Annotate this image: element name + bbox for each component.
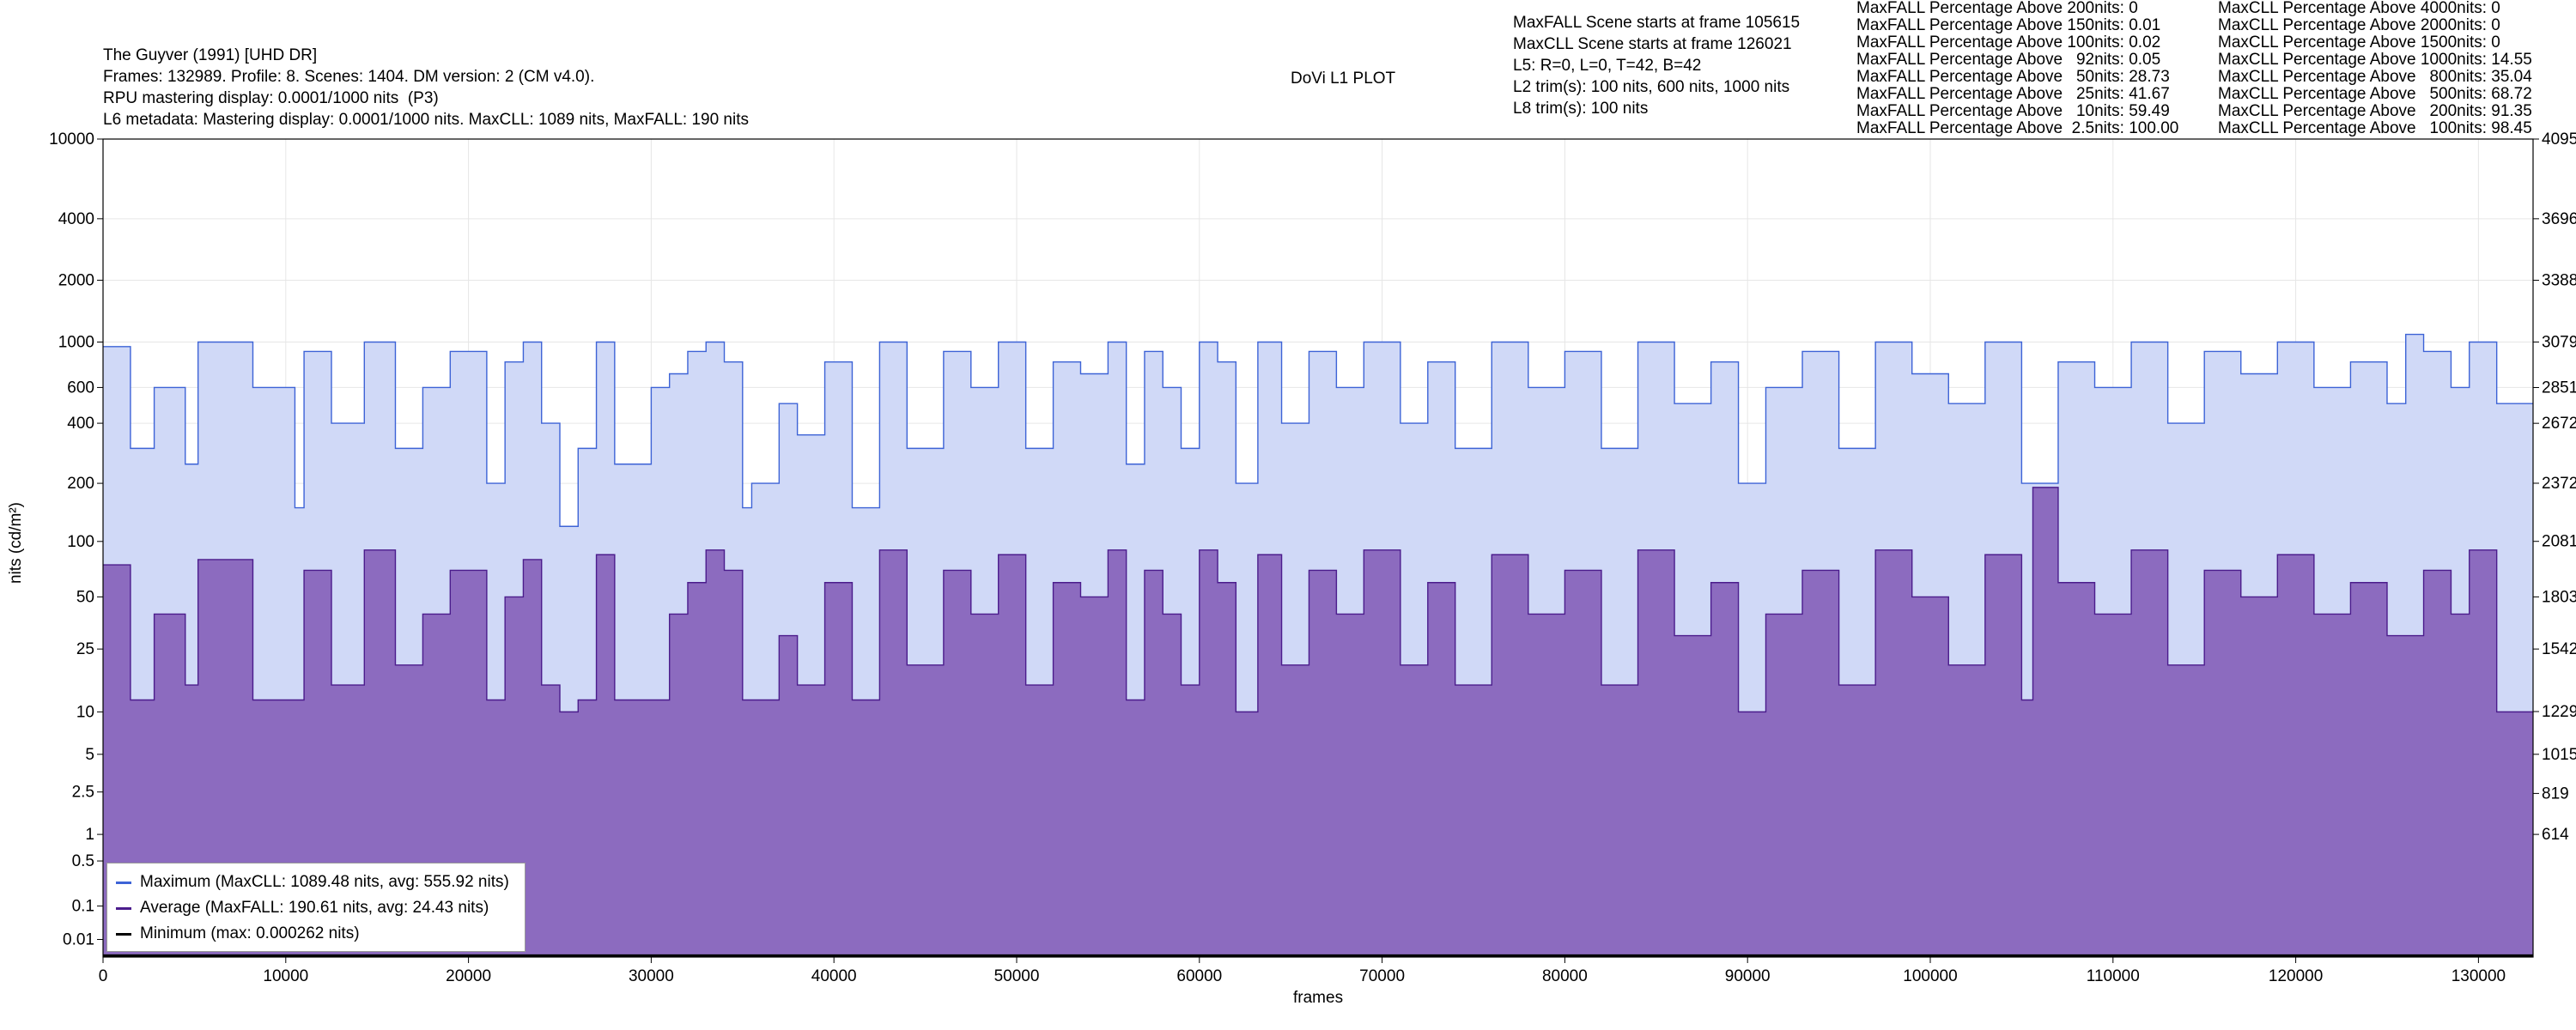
y-axis-label: nits (cd/m²)	[7, 502, 25, 584]
maxcll-percentage-line: MaxCLL Percentage Above 4000nits: 0	[2218, 0, 2500, 17]
y2-tick-label: 3079	[2542, 333, 2576, 351]
maxfall-percentage-line: MaxFALL Percentage Above 150nits: 0.01	[1856, 16, 2161, 34]
y2-tick-label: 3388	[2542, 272, 2576, 290]
movie-title: The Guyver (1991) [UHD DR]	[103, 46, 318, 64]
y2-axis-ticks: 614 819 1015 1229 1542 1803 2081 2372 2672 2851 30…	[2533, 130, 2576, 844]
maxfall-percentage-line: MaxFALL Percentage Above 100nits: 0.02	[1856, 33, 2161, 52]
x-tick-label: 120000	[2269, 967, 2323, 985]
y2-tick-label: 2851	[2542, 379, 2576, 397]
x-axis-ticks: 0 10000 20000 30000 40000 50000 60000 70000 8000…	[99, 957, 2506, 985]
plot-title: DoVi L1 PLOT	[1291, 70, 1396, 88]
legend-item-minimum: Minimum (max: 0.000262 nits)	[116, 924, 360, 944]
y-tick-label: 10	[76, 703, 94, 721]
legend-swatch	[116, 881, 131, 884]
x-tick-label: 70000	[1359, 967, 1405, 985]
y-tick-label: 2000	[58, 271, 94, 289]
series-line-0	[103, 333, 2533, 527]
y-axis-ticks: 0.01 0.1 0.5 1 2.5 5 10 25 50 100 200 400 600 1000 200…	[49, 130, 103, 949]
y-tick-label: 400	[67, 415, 94, 433]
scene-info-line: MaxCLL Scene starts at frame 126021	[1513, 35, 1792, 53]
x-tick-label: 80000	[1542, 967, 1588, 985]
scene-info-line: L8 trim(s): 100 nits	[1513, 100, 1649, 118]
x-tick-label: 110000	[2087, 967, 2140, 985]
legend-item-average: Average (MaxFALL: 190.61 nits, avg: 24.4…	[116, 898, 489, 918]
maxfall-percentage-line: MaxFALL Percentage Above 2.5nits: 100.00	[1856, 119, 2179, 137]
y2-tick-label: 3696	[2542, 210, 2576, 228]
y-tick-label: 0.01	[63, 931, 94, 949]
maxfall-percentage-line: MaxFALL Percentage Above 10nits: 59.49	[1856, 102, 2170, 120]
y-tick-label: 0.5	[72, 852, 94, 870]
y-tick-label: 5	[85, 746, 94, 764]
series-line-1	[103, 487, 2533, 713]
legend-label: Maximum (MaxCLL: 1089.48 nits, avg: 555.…	[140, 873, 509, 891]
x-axis-label: frames	[1293, 989, 1344, 1007]
y2-tick-label: 2672	[2542, 415, 2576, 433]
x-tick-label: 30000	[629, 967, 674, 985]
maxfall-percentage-line: MaxFALL Percentage Above 50nits: 28.73	[1856, 68, 2170, 86]
plot-frame	[102, 138, 2534, 958]
x-tick-label: 100000	[1903, 967, 1957, 985]
x-tick-label: 50000	[994, 967, 1040, 985]
y-tick-label: 600	[67, 379, 94, 397]
scene-info-line: L2 trim(s): 100 nits, 600 nits, 1000 nit…	[1513, 78, 1790, 96]
y-tick-label: 4000	[58, 210, 94, 228]
legend-swatch	[116, 932, 131, 936]
y2-tick-label: 2372	[2542, 475, 2576, 493]
legend-item-maximum: Maximum (MaxCLL: 1089.48 nits, avg: 555.…	[116, 872, 509, 893]
x-tick-label: 0	[99, 967, 108, 985]
y2-tick-label: 1015	[2542, 746, 2576, 764]
x-tick-label: 130000	[2451, 967, 2506, 985]
scene-info-line: L5: R=0, L=0, T=42, B=42	[1513, 57, 1702, 75]
y2-tick-label: 1542	[2542, 640, 2576, 658]
scene-info-line: MaxFALL Scene starts at frame 105615	[1513, 14, 1801, 32]
y-tick-label: 2.5	[72, 784, 94, 802]
x-tick-label: 60000	[1176, 967, 1222, 985]
y2-tick-label: 2081	[2542, 533, 2576, 551]
y-tick-label: 0.1	[72, 898, 94, 916]
y-tick-label: 1000	[58, 334, 94, 352]
y2-tick-label: 614	[2542, 826, 2569, 844]
legend-swatch	[116, 906, 131, 910]
maxfall-percentage-line: MaxFALL Percentage Above 200nits: 0	[1856, 0, 2138, 17]
maxcll-percentage-line: MaxCLL Percentage Above 800nits: 35.04	[2218, 68, 2532, 86]
x-tick-label: 40000	[811, 967, 857, 985]
y-tick-label: 1	[85, 826, 94, 844]
series-areas	[103, 333, 2533, 957]
maxfall-percentage-line: MaxFALL Percentage Above 92nits: 0.05	[1856, 51, 2161, 69]
y2-tick-label: 1803	[2542, 588, 2576, 606]
maxcll-percentage-line: MaxCLL Percentage Above 1000nits: 14.55	[2218, 51, 2532, 69]
maxcll-percentage-line: MaxCLL Percentage Above 100nits: 98.45	[2218, 119, 2532, 137]
x-tick-label: 90000	[1725, 967, 1771, 985]
y-tick-label: 200	[67, 475, 94, 493]
frames-info: Frames: 132989. Profile: 8. Scenes: 1404…	[103, 68, 595, 86]
rpu-mastering-info: RPU mastering display: 0.0001/1000 nits …	[103, 89, 439, 107]
y-tick-label: 10000	[49, 130, 94, 148]
maxcll-percentage-line: MaxCLL Percentage Above 200nits: 91.35	[2218, 102, 2532, 120]
maxcll-percentage-line: MaxCLL Percentage Above 500nits: 68.72	[2218, 85, 2532, 103]
maxfall-percentage-line: MaxFALL Percentage Above 25nits: 41.67	[1856, 85, 2170, 103]
legend-label: Average (MaxFALL: 190.61 nits, avg: 24.4…	[140, 899, 489, 917]
y-tick-label: 25	[76, 640, 94, 658]
plot-border	[102, 138, 2534, 958]
legend: Maximum (MaxCLL: 1089.48 nits, avg: 555.…	[106, 863, 526, 952]
x-tick-label: 10000	[263, 967, 308, 985]
y2-tick-label: 819	[2542, 785, 2569, 803]
y-tick-label: 50	[76, 588, 94, 606]
y2-tick-label: 4095	[2542, 130, 2576, 148]
maxcll-percentage-line: MaxCLL Percentage Above 1500nits: 0	[2218, 33, 2500, 52]
x-tick-label: 20000	[446, 967, 491, 985]
l6-metadata-info: L6 metadata: Mastering display: 0.0001/1…	[103, 111, 749, 129]
series-area-1	[103, 487, 2533, 957]
y2-tick-label: 1229	[2542, 703, 2576, 721]
maxcll-percentage-line: MaxCLL Percentage Above 2000nits: 0	[2218, 16, 2500, 34]
y-tick-label: 100	[67, 533, 94, 551]
legend-label: Minimum (max: 0.000262 nits)	[140, 924, 360, 942]
